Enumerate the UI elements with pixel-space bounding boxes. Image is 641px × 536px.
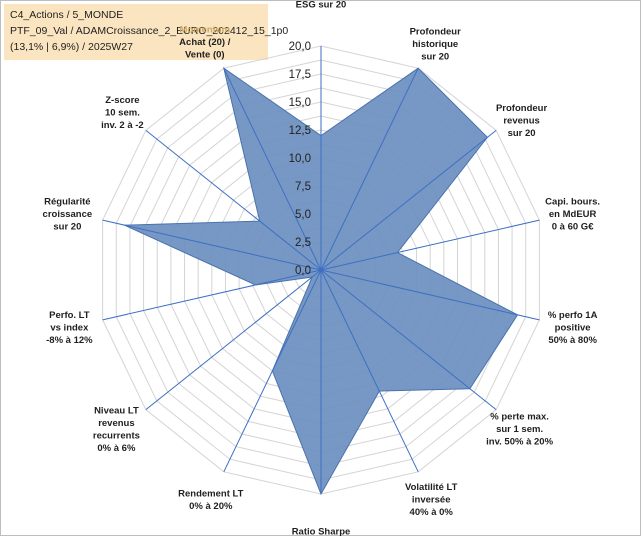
category-label-line: -8% à 12% bbox=[46, 335, 93, 346]
category-label-line: sur 20 bbox=[53, 222, 81, 233]
category-label-line: historique bbox=[412, 39, 458, 50]
info-line-2: PTF_09_Val / ADAMCroissance_2_EURO_20241… bbox=[10, 25, 289, 37]
category-group-label: Momentum bbox=[179, 24, 230, 35]
category-label-line: revenus bbox=[98, 418, 134, 429]
portfolio-info-box: C4_Actions / 5_MONDE PTF_09_Val / ADAMCr… bbox=[4, 4, 288, 60]
info-line-1: C4_Actions / 5_MONDE bbox=[10, 9, 124, 21]
category-label-line: Perfo. LT bbox=[49, 310, 90, 321]
category-label: % perfo 1A positive 50% à 80% bbox=[548, 310, 598, 346]
category-label: Niveau LT revenus recurrents 0% à 6% bbox=[93, 405, 140, 454]
radial-tick-label: 20,0 bbox=[289, 41, 311, 53]
axis-line bbox=[223, 269, 322, 473]
category-label-line: Volatilité LT bbox=[405, 482, 458, 493]
radial-tick-label: 10,0 bbox=[289, 153, 311, 165]
axis-line bbox=[320, 129, 497, 271]
category-label: Volatilité LT inversée 40% à 0% bbox=[405, 482, 458, 518]
category-label: Momentum Achat (20) / Vente (0) bbox=[179, 24, 231, 60]
category-label-line: Achat (20) / bbox=[179, 37, 231, 48]
category-label: Régularité croissance sur 20 bbox=[43, 197, 93, 233]
axis-line bbox=[102, 219, 322, 271]
category-label-line: inv. 2 à -2 bbox=[101, 120, 144, 131]
category-label: Perfo. LT vs index -8% à 12% bbox=[46, 310, 93, 346]
category-label-line: Niveau LT bbox=[94, 405, 139, 416]
axis-line bbox=[320, 269, 419, 473]
category-label-line: inv. 50% à 20% bbox=[486, 437, 553, 448]
category-label: NoteESG sur 20 bbox=[296, 0, 347, 11]
category-label-line: % perte max. bbox=[490, 412, 549, 423]
radial-tick-label: 2,5 bbox=[295, 237, 311, 249]
radial-tick-label: 12,5 bbox=[289, 125, 311, 137]
radial-tick-label: 0,0 bbox=[295, 265, 311, 277]
axis-line bbox=[102, 269, 322, 321]
category-label-line: 40% à 0% bbox=[410, 507, 454, 518]
category-label: Profondeur historique sur 20 bbox=[410, 26, 461, 62]
category-label: Ratio Sharpe0 à 1 bbox=[292, 526, 351, 536]
category-label-line: vs index bbox=[50, 322, 89, 333]
category-label-line: ESG sur 20 bbox=[296, 0, 347, 11]
axis-line bbox=[145, 269, 322, 411]
category-label: Capi. bours. en MdEUR 0 à 60 G€ bbox=[545, 197, 600, 233]
category-label-line: Profondeur bbox=[496, 103, 547, 114]
category-label-line: sur 1 sem. bbox=[496, 424, 543, 435]
category-label-line: Z-score bbox=[105, 95, 139, 106]
category-label-line: Rendement LT bbox=[178, 488, 243, 499]
info-line-3: (13,1% | 6,9%) / 2025W27 bbox=[10, 41, 133, 53]
category-label-line: inversée bbox=[412, 495, 451, 506]
category-label-line: en MdEUR bbox=[549, 209, 597, 220]
radial-tick-label: 17,5 bbox=[289, 69, 311, 81]
category-label-line: Profondeur bbox=[410, 26, 461, 37]
category-label-line: Capi. bours. bbox=[545, 197, 600, 208]
axis-line bbox=[145, 129, 322, 271]
category-label-line: revenus bbox=[503, 115, 539, 126]
radial-tick-label: 7,5 bbox=[295, 181, 311, 193]
category-label: Profondeur revenus sur 20 bbox=[496, 103, 547, 139]
category-label: % perte max. sur 1 sem. inv. 50% à 20% bbox=[486, 412, 553, 448]
category-label-line: 0% à 6% bbox=[97, 443, 136, 454]
category-label-line: positive bbox=[555, 322, 591, 333]
category-label-line: 50% à 80% bbox=[548, 335, 597, 346]
category-label-line: recurrents bbox=[93, 430, 140, 441]
category-label-line: Régularité bbox=[44, 197, 90, 208]
category-label-line: sur 20 bbox=[508, 128, 536, 139]
category-label-line: sur 20 bbox=[421, 51, 449, 62]
category-label-line: croissance bbox=[43, 209, 93, 220]
category-label: Rendement LT 0% à 20% bbox=[178, 488, 243, 512]
category-label-line: 10 sem. bbox=[105, 107, 140, 118]
radial-tick-label: 15,0 bbox=[289, 97, 311, 109]
category-label: Z-score 10 sem. inv. 2 à -2 bbox=[101, 95, 144, 131]
category-label-line: 0 à 60 G€ bbox=[552, 222, 594, 233]
category-label-line: Vente (0) bbox=[185, 49, 225, 60]
axis-line bbox=[320, 67, 419, 271]
axis-line bbox=[320, 269, 540, 321]
axis-line bbox=[320, 219, 540, 271]
category-label-line: Ratio Sharpe bbox=[292, 526, 351, 536]
category-label-line: % perfo 1A bbox=[548, 310, 598, 321]
radial-tick-label: 5,0 bbox=[295, 209, 311, 221]
axis-line bbox=[320, 269, 497, 411]
axis-line bbox=[223, 67, 322, 271]
category-label-line: 0% à 20% bbox=[189, 501, 233, 512]
